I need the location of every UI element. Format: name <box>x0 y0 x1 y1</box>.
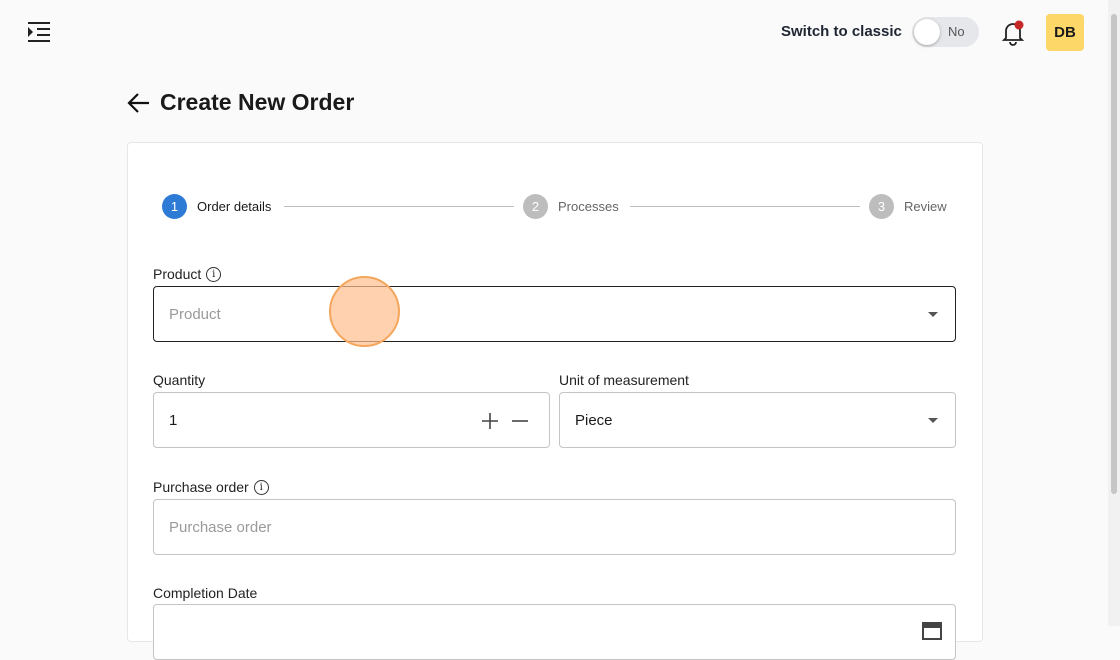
click-indicator <box>329 276 400 347</box>
quantity-label: Quantity <box>153 372 206 388</box>
plus-icon[interactable] <box>482 413 498 429</box>
step-order-details[interactable]: 1 Order details <box>162 194 271 219</box>
step-label: Processes <box>558 199 619 214</box>
unit-value: Piece <box>575 411 613 429</box>
step-processes[interactable]: 2 Processes <box>523 194 619 219</box>
chevron-down-icon <box>928 418 938 423</box>
product-label: Product i <box>153 266 222 282</box>
avatar[interactable]: DB <box>1046 14 1084 51</box>
arrow-left-icon[interactable] <box>126 90 152 116</box>
scrollbar[interactable] <box>1108 0 1120 626</box>
page-title: Create New Order <box>160 89 355 115</box>
product-placeholder: Product <box>169 305 221 323</box>
label-text: Product <box>153 266 202 282</box>
menu-indent-icon[interactable] <box>26 21 52 43</box>
switch-classic-toggle[interactable]: No <box>912 17 979 47</box>
step-connector <box>284 206 514 207</box>
quantity-stepper[interactable]: 1 <box>153 392 550 448</box>
bell-icon[interactable] <box>1000 18 1026 46</box>
calendar-icon[interactable] <box>922 620 942 640</box>
toggle-knob <box>914 19 940 45</box>
unit-label: Unit of measurement <box>559 372 689 388</box>
step-review[interactable]: 3 Review <box>869 194 947 219</box>
info-icon[interactable]: i <box>206 266 222 282</box>
completion-date-input[interactable] <box>153 604 956 660</box>
step-label: Review <box>904 199 947 214</box>
quantity-value: 1 <box>169 411 178 429</box>
label-text: Purchase order <box>153 479 249 495</box>
product-select[interactable]: Product <box>153 286 956 342</box>
purchase-order-input[interactable]: Purchase order <box>153 499 956 555</box>
step-number: 3 <box>869 194 894 219</box>
minus-icon[interactable] <box>512 413 528 429</box>
purchase-order-placeholder: Purchase order <box>169 518 272 536</box>
step-number: 2 <box>523 194 548 219</box>
step-connector <box>630 206 860 207</box>
completion-date-label: Completion Date <box>153 585 258 601</box>
info-icon[interactable]: i <box>253 479 269 495</box>
toggle-value: No <box>948 24 965 39</box>
purchase-order-label: Purchase order i <box>153 479 269 495</box>
chevron-down-icon <box>928 312 938 317</box>
unit-select[interactable]: Piece <box>559 392 956 448</box>
scrollbar-thumb[interactable] <box>1111 14 1117 494</box>
step-label: Order details <box>197 199 272 214</box>
switch-classic-label: Switch to classic <box>781 23 902 40</box>
step-number: 1 <box>162 194 187 219</box>
